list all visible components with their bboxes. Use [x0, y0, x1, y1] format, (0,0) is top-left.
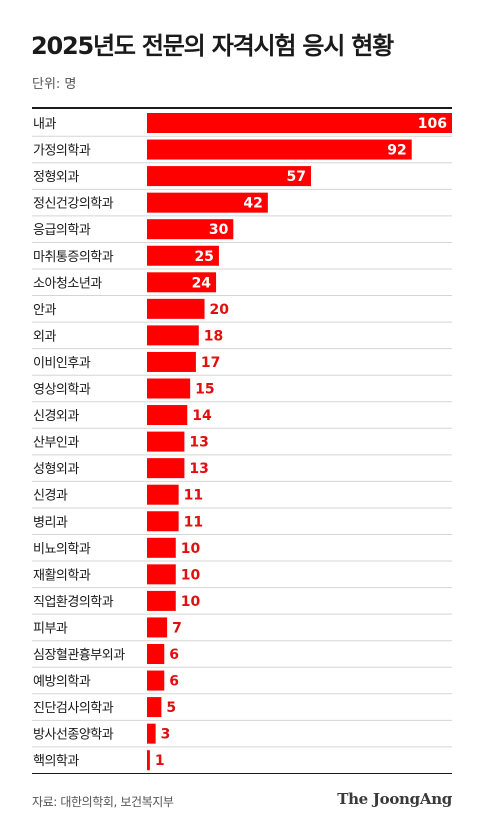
bar	[147, 564, 176, 585]
category-label: 병리과	[33, 515, 68, 530]
category-label: 내과	[33, 117, 56, 132]
bar	[147, 113, 452, 133]
value-label: 42	[243, 196, 262, 212]
bar	[147, 670, 165, 691]
category-label: 안과	[33, 303, 56, 318]
bar	[147, 723, 156, 744]
bar	[147, 511, 179, 532]
bar	[147, 644, 165, 664]
value-label: 25	[194, 249, 213, 265]
bar	[147, 590, 176, 611]
bar	[147, 458, 185, 479]
category-label: 이비인후과	[33, 356, 91, 371]
value-label: 6	[169, 674, 179, 690]
bar	[147, 484, 179, 505]
value-label: 11	[184, 488, 203, 504]
category-label: 외과	[33, 329, 56, 344]
bar	[147, 378, 191, 399]
category-label: 진단검사의학과	[33, 701, 114, 716]
bar	[147, 192, 268, 213]
category-label: 신경외과	[33, 409, 79, 424]
value-label: 13	[189, 461, 208, 477]
category-label: 영상의학과	[33, 383, 91, 398]
category-label: 마취통증의학과	[33, 250, 114, 265]
value-label: 13	[189, 435, 208, 451]
value-label: 17	[201, 355, 220, 371]
bar	[147, 139, 412, 160]
bar	[147, 166, 312, 187]
category-label: 가정의학과	[33, 144, 91, 159]
bar	[147, 617, 168, 638]
value-label: 10	[181, 567, 201, 583]
bar	[147, 298, 205, 319]
value-label: 3	[161, 727, 171, 743]
bar	[147, 431, 185, 452]
bottom-rule	[32, 773, 452, 774]
category-label: 직업환경의학과	[33, 595, 114, 610]
value-label: 14	[192, 408, 212, 424]
value-label: 30	[209, 222, 229, 238]
value-label: 1	[155, 753, 165, 769]
value-label: 24	[192, 275, 212, 291]
value-label: 6	[169, 647, 179, 663]
category-label: 성형외과	[33, 462, 79, 477]
category-label: 비뇨의학과	[33, 542, 91, 557]
source-note: 자료: 대한의학회, 보건복지부	[32, 795, 174, 809]
unit-label: 단위: 명	[32, 77, 77, 92]
category-label: 정형외과	[33, 170, 79, 185]
value-label: 7	[172, 620, 182, 636]
category-label: 소아청소년과	[33, 276, 102, 291]
category-label: 방사선종양학과	[33, 728, 114, 743]
value-label: 20	[210, 302, 230, 318]
category-label: 핵의학과	[33, 754, 79, 769]
category-label: 산부인과	[33, 436, 79, 451]
category-label: 정신건강의학과	[33, 197, 114, 212]
value-label: 92	[387, 143, 406, 159]
top-rule	[32, 107, 452, 109]
value-label: 57	[287, 169, 306, 185]
bar	[147, 219, 234, 240]
value-label: 18	[204, 328, 223, 344]
category-label: 피부과	[33, 621, 68, 636]
value-label: 10	[181, 541, 201, 557]
category-label: 심장혈관흉부외과	[33, 648, 125, 663]
value-label: 15	[195, 382, 214, 398]
bar	[147, 405, 188, 426]
value-label: 10	[181, 594, 201, 610]
publisher-logo: The JoongAng	[337, 790, 452, 808]
category-label: 예방의학과	[33, 675, 91, 690]
chart-title: 2025년도 전문의 자격시험 응시 현황	[31, 32, 394, 60]
bar	[147, 537, 176, 558]
category-label: 응급의학과	[33, 223, 91, 238]
bar	[147, 750, 150, 771]
bar	[147, 325, 199, 346]
bar	[147, 697, 162, 718]
category-label: 재활의학과	[33, 568, 91, 583]
value-label: 11	[184, 514, 203, 530]
value-label: 106	[418, 116, 447, 132]
bar	[147, 272, 217, 293]
bar	[147, 351, 196, 372]
category-label: 신경과	[33, 489, 68, 504]
value-label: 5	[166, 700, 176, 716]
bar	[147, 245, 219, 266]
